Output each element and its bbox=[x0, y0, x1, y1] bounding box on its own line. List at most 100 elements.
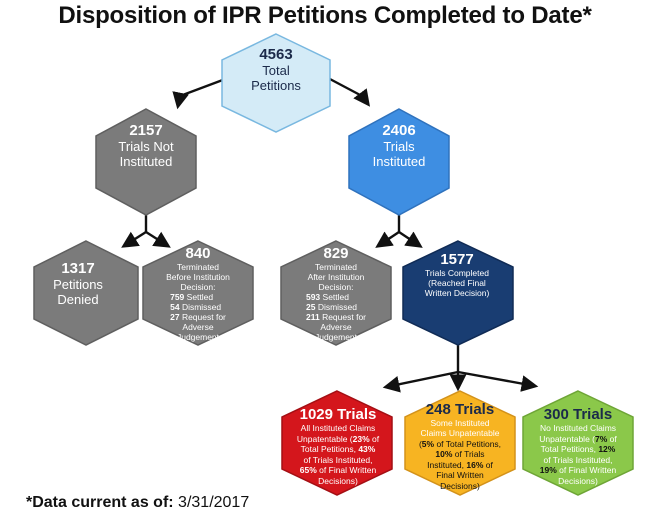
text-part: of bbox=[369, 433, 380, 444]
terminated-after-list: 593 Settled 25 Dismissed 211 Request for bbox=[306, 292, 366, 322]
data-date-footnote: *Data current as of: 3/31/2017 bbox=[26, 494, 249, 512]
percent-part: 7% bbox=[595, 433, 608, 444]
connector-to-denied bbox=[121, 230, 147, 248]
terminated-after-desc-2: After Institution bbox=[307, 271, 365, 282]
text-part: of bbox=[607, 433, 617, 444]
hexagon-trials-not-instituted bbox=[95, 108, 197, 216]
connector-to-terminated-before bbox=[145, 230, 171, 248]
footnote-label: *Data current as of: bbox=[26, 494, 174, 511]
text-part: of Final Written bbox=[316, 465, 377, 475]
connector-root-to-instituted bbox=[327, 76, 371, 107]
some-unpatentable-heading: 248 Trials bbox=[425, 400, 495, 418]
terminated-before-desc-2: Before Institution bbox=[166, 271, 230, 282]
percent-part: 5% bbox=[421, 438, 435, 449]
none-unpatentable-line-5: 19% of Final Written bbox=[540, 465, 616, 476]
terminated-after-item: 593 Settled bbox=[306, 292, 366, 302]
total-petitions-label-2: Petitions bbox=[251, 77, 301, 93]
not-instituted-label-2: Instituted bbox=[119, 153, 173, 169]
completed-count: 1577 bbox=[440, 250, 474, 268]
terminated-before-item: 759 Settled bbox=[170, 292, 226, 302]
terminated-after-item: 25 Dismissed bbox=[306, 302, 366, 312]
terminated-before-cont-2: Judgement bbox=[176, 331, 220, 342]
some-unpatentable-line-2: Claims Unpatentable bbox=[420, 428, 500, 439]
text-part: Instituted, bbox=[427, 459, 467, 470]
all-unpatentable-line-2: Unpatentable (23% of bbox=[297, 434, 379, 445]
completed-desc-2: (Reached Final bbox=[428, 277, 486, 288]
item-text: Request for bbox=[322, 311, 367, 322]
item-text: Request for bbox=[181, 311, 226, 322]
percent-part: 23% bbox=[352, 433, 370, 444]
hexagon-petitions-denied bbox=[33, 240, 139, 346]
terminated-before-cont-1: Adverse bbox=[182, 321, 214, 332]
item-text: Settled bbox=[322, 291, 349, 302]
some-unpatentable-line-3: (5% of Total Petitions, bbox=[419, 439, 501, 450]
not-instituted-count: 2157 bbox=[129, 121, 163, 139]
percent-part: 65% bbox=[299, 465, 317, 475]
hexagon-terminated-before bbox=[142, 240, 254, 346]
text-part: Total Petitions, bbox=[540, 444, 599, 454]
text-part: of Trials bbox=[452, 449, 485, 460]
node-trials-not-instituted: 2157 Trials Not Instituted bbox=[96, 119, 196, 171]
node-petitions-denied: 1317 Petitions Denied bbox=[35, 257, 121, 309]
percent-part: 43% bbox=[358, 444, 376, 454]
all-unpatentable-line-6: Decisions) bbox=[318, 475, 358, 486]
terminated-before-count: 840 bbox=[185, 244, 211, 262]
node-none-unpatentable: 300 Trials No Instituted Claims Unpatent… bbox=[530, 400, 626, 492]
instituted-label-1: Trials bbox=[383, 138, 415, 154]
footnote-date: 3/31/2017 bbox=[178, 494, 250, 511]
some-unpatentable-line-1: Some Instituted bbox=[430, 417, 490, 428]
item-count: 593 bbox=[305, 291, 321, 302]
completed-desc-1: Trials Completed bbox=[425, 267, 489, 278]
some-unpatentable-line-5: Instituted, 16% of bbox=[427, 460, 493, 471]
none-unpatentable-line-1: No Instituted Claims bbox=[539, 423, 617, 433]
item-text: Settled bbox=[186, 291, 214, 302]
hexagon-all-unpatentable bbox=[281, 390, 393, 496]
node-terminated-before: 840 Terminated Before Institution Decisi… bbox=[146, 243, 250, 343]
percent-part: 19% bbox=[539, 465, 557, 475]
terminated-before-item: 27 Request for bbox=[170, 312, 226, 322]
all-unpatentable-line-5: 65% of Final Written bbox=[300, 465, 376, 476]
connectors bbox=[121, 76, 539, 393]
item-text: Dismissed bbox=[317, 301, 358, 312]
item-count: 211 bbox=[305, 311, 320, 322]
not-instituted-label-1: Trials Not bbox=[118, 138, 174, 154]
connector-root-to-not-instituted bbox=[172, 76, 229, 110]
node-trials-completed: 1577 Trials Completed (Reached Final Wri… bbox=[405, 246, 509, 302]
terminated-after-desc-1: Terminated bbox=[314, 261, 358, 272]
terminated-after-cont-2: Judgement bbox=[314, 331, 358, 342]
some-unpatentable-line-6: Final Written bbox=[436, 470, 484, 481]
terminated-before-list: 759 Settled 54 Dismissed 27 Request for bbox=[170, 292, 226, 322]
total-petitions-label-1: Total bbox=[262, 62, 290, 78]
all-unpatentable-line-3: Total Petitions, 43% bbox=[301, 444, 376, 455]
text-part: of Final Written bbox=[556, 465, 617, 475]
completed-desc-3: Written Decision) bbox=[424, 287, 490, 298]
text-part: of Total Petitions, bbox=[434, 438, 502, 449]
none-unpatentable-line-6: Decisions) bbox=[558, 475, 598, 486]
item-count: 54 bbox=[170, 301, 180, 312]
terminated-after-item: 211 Request for bbox=[306, 312, 366, 322]
terminated-before-desc-1: Terminated bbox=[176, 261, 220, 272]
none-unpatentable-line-4: of Trials Instituted, bbox=[543, 454, 613, 465]
item-count: 759 bbox=[170, 291, 185, 302]
text-part: Unpatentable ( bbox=[539, 433, 595, 444]
hexagon-total-petitions bbox=[221, 33, 331, 133]
total-petitions-count: 4563 bbox=[259, 45, 293, 63]
text-part: ( bbox=[418, 438, 422, 449]
terminated-after-desc-3: Decision: bbox=[318, 281, 354, 292]
terminated-before-desc-3: Decision: bbox=[180, 281, 216, 292]
denied-label-1: Petitions bbox=[53, 276, 103, 292]
percent-part: 12% bbox=[598, 444, 616, 454]
none-unpatentable-heading: 300 Trials bbox=[543, 406, 613, 423]
percent-part: 10% bbox=[435, 449, 453, 460]
text-part: Total Petitions, bbox=[300, 444, 359, 454]
connector-to-none-unpatentable bbox=[457, 370, 539, 392]
text-part: Unpatentable ( bbox=[296, 433, 353, 444]
hexagon-trials-completed bbox=[402, 240, 514, 346]
all-unpatentable-line-4: of Trials Instituted, bbox=[303, 454, 373, 465]
instituted-count: 2406 bbox=[382, 121, 416, 139]
some-unpatentable-line-4: 10% of Trials bbox=[435, 449, 484, 460]
text-part: of bbox=[483, 459, 493, 470]
denied-count: 1317 bbox=[61, 259, 95, 277]
node-terminated-after: 829 Terminated After Institution Decisio… bbox=[284, 243, 388, 343]
terminated-before-item: 54 Dismissed bbox=[170, 302, 226, 312]
